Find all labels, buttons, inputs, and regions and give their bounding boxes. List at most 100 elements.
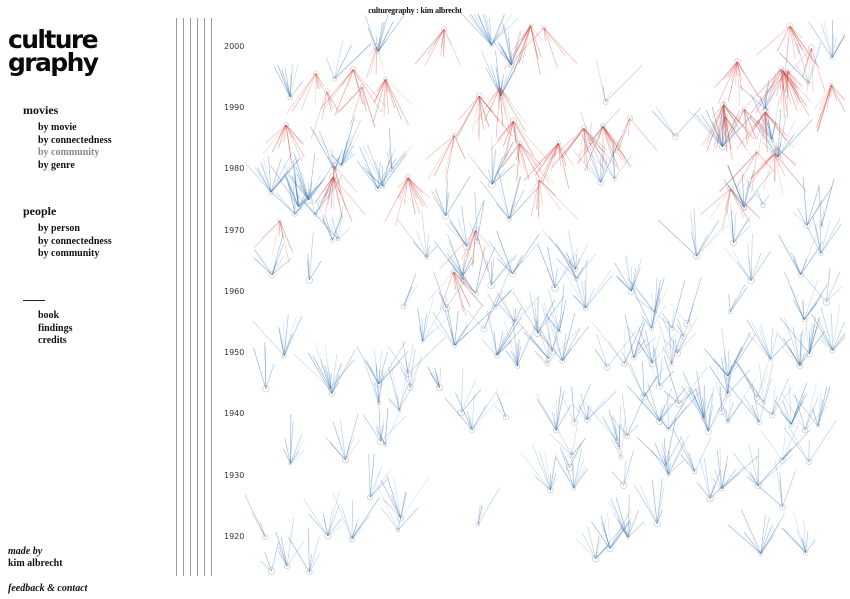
movie-node[interactable]: [806, 80, 811, 86]
movie-node[interactable]: [741, 204, 748, 211]
movie-node[interactable]: [324, 532, 332, 540]
movie-node[interactable]: [383, 442, 387, 447]
movie-node[interactable]: [648, 325, 655, 331]
movie-node[interactable]: [680, 333, 687, 340]
movie-node[interactable]: [754, 481, 762, 489]
movie-node[interactable]: [450, 269, 457, 275]
movie-node[interactable]: [331, 76, 338, 82]
movie-node[interactable]: [424, 255, 429, 260]
movie-node[interactable]: [404, 370, 412, 378]
movie-node[interactable]: [796, 362, 804, 369]
movie-node[interactable]: [350, 66, 357, 73]
movie-node[interactable]: [441, 26, 448, 33]
movie-node[interactable]: [565, 463, 574, 472]
movie-node[interactable]: [829, 82, 834, 87]
movie-node[interactable]: [808, 44, 816, 52]
movie-node[interactable]: [655, 382, 663, 390]
movie-node[interactable]: [313, 70, 319, 76]
movie-node[interactable]: [600, 123, 606, 129]
movie-node[interactable]: [806, 350, 813, 357]
movie-node[interactable]: [779, 456, 786, 464]
movie-node[interactable]: [268, 189, 274, 195]
movie-node[interactable]: [474, 238, 480, 245]
feedback-contact-link[interactable]: feedback & contact: [8, 583, 88, 594]
movie-node[interactable]: [587, 137, 594, 145]
movie-node[interactable]: [722, 113, 729, 120]
movie-node[interactable]: [727, 309, 733, 315]
movie-node[interactable]: [547, 486, 554, 494]
movie-node[interactable]: [829, 347, 836, 354]
movie-node[interactable]: [683, 319, 692, 328]
movie-node[interactable]: [553, 427, 560, 434]
movie-node[interactable]: [284, 563, 291, 570]
movie-node[interactable]: [548, 348, 556, 356]
movie-node[interactable]: [693, 252, 700, 260]
movie-node[interactable]: [328, 390, 335, 397]
movie-node[interactable]: [761, 108, 769, 116]
menu-findings[interactable]: findings: [38, 322, 73, 334]
movie-node[interactable]: [306, 569, 313, 576]
menu-movies-by-movie[interactable]: by movie: [38, 122, 77, 133]
movie-node[interactable]: [797, 271, 804, 278]
movie-node[interactable]: [323, 88, 330, 95]
movie-node[interactable]: [741, 204, 747, 211]
movie-node[interactable]: [803, 550, 809, 556]
movie-node[interactable]: [442, 212, 450, 220]
movie-node[interactable]: [672, 133, 679, 140]
movie-node[interactable]: [758, 551, 764, 557]
movie-node[interactable]: [597, 179, 604, 186]
movie-node[interactable]: [606, 544, 614, 553]
movie-node[interactable]: [666, 427, 671, 432]
movie-node[interactable]: [377, 438, 384, 445]
movie-node[interactable]: [497, 92, 504, 99]
movie-node[interactable]: [551, 284, 559, 292]
menu-people-by-connectedness[interactable]: by connectedness: [38, 235, 112, 247]
movie-node[interactable]: [330, 237, 335, 243]
movie-node[interactable]: [545, 355, 552, 362]
menu-people-by-person[interactable]: by person: [38, 223, 80, 234]
movie-node[interactable]: [268, 271, 276, 279]
movie-node[interactable]: [614, 438, 621, 444]
movie-node[interactable]: [624, 432, 630, 439]
movie-node[interactable]: [397, 408, 402, 412]
movie-node[interactable]: [489, 43, 494, 48]
movie-node[interactable]: [724, 372, 732, 380]
movie-node[interactable]: [719, 143, 726, 151]
movie-node[interactable]: [367, 494, 374, 501]
movie-node[interactable]: [801, 317, 807, 323]
movie-node[interactable]: [569, 452, 575, 458]
movie-node[interactable]: [673, 349, 681, 357]
movie-node[interactable]: [669, 325, 675, 331]
movie-node[interactable]: [488, 180, 496, 189]
movie-node[interactable]: [692, 468, 698, 475]
movie-node[interactable]: [612, 176, 617, 181]
movie-node[interactable]: [574, 276, 580, 282]
movie-node[interactable]: [534, 329, 542, 337]
movie-node[interactable]: [620, 481, 628, 489]
movie-node[interactable]: [287, 94, 294, 101]
movie-node[interactable]: [305, 196, 313, 204]
movie-node[interactable]: [786, 69, 790, 73]
movie-node[interactable]: [288, 461, 293, 466]
movie-node[interactable]: [331, 162, 338, 169]
movie-node[interactable]: [335, 236, 341, 242]
site-logo[interactable]: culture graphy: [8, 27, 99, 75]
movie-node[interactable]: [373, 43, 380, 50]
menu-movies-by-genre[interactable]: by genre: [38, 159, 75, 171]
movie-node[interactable]: [375, 380, 383, 388]
movie-node[interactable]: [769, 137, 774, 142]
movie-node[interactable]: [754, 150, 759, 155]
movie-node[interactable]: [459, 276, 467, 284]
movie-node[interactable]: [375, 185, 381, 192]
movie-node[interactable]: [816, 424, 820, 428]
movie-node[interactable]: [760, 202, 766, 208]
movie-node[interactable]: [788, 421, 794, 428]
movie-node[interactable]: [725, 419, 731, 425]
movie-node[interactable]: [720, 101, 727, 108]
movie-node[interactable]: [313, 212, 318, 217]
movie-node[interactable]: [640, 393, 648, 401]
movie-node[interactable]: [801, 427, 808, 434]
movie-node[interactable]: [627, 287, 636, 295]
movie-node[interactable]: [475, 92, 483, 100]
movie-node[interactable]: [514, 363, 521, 369]
